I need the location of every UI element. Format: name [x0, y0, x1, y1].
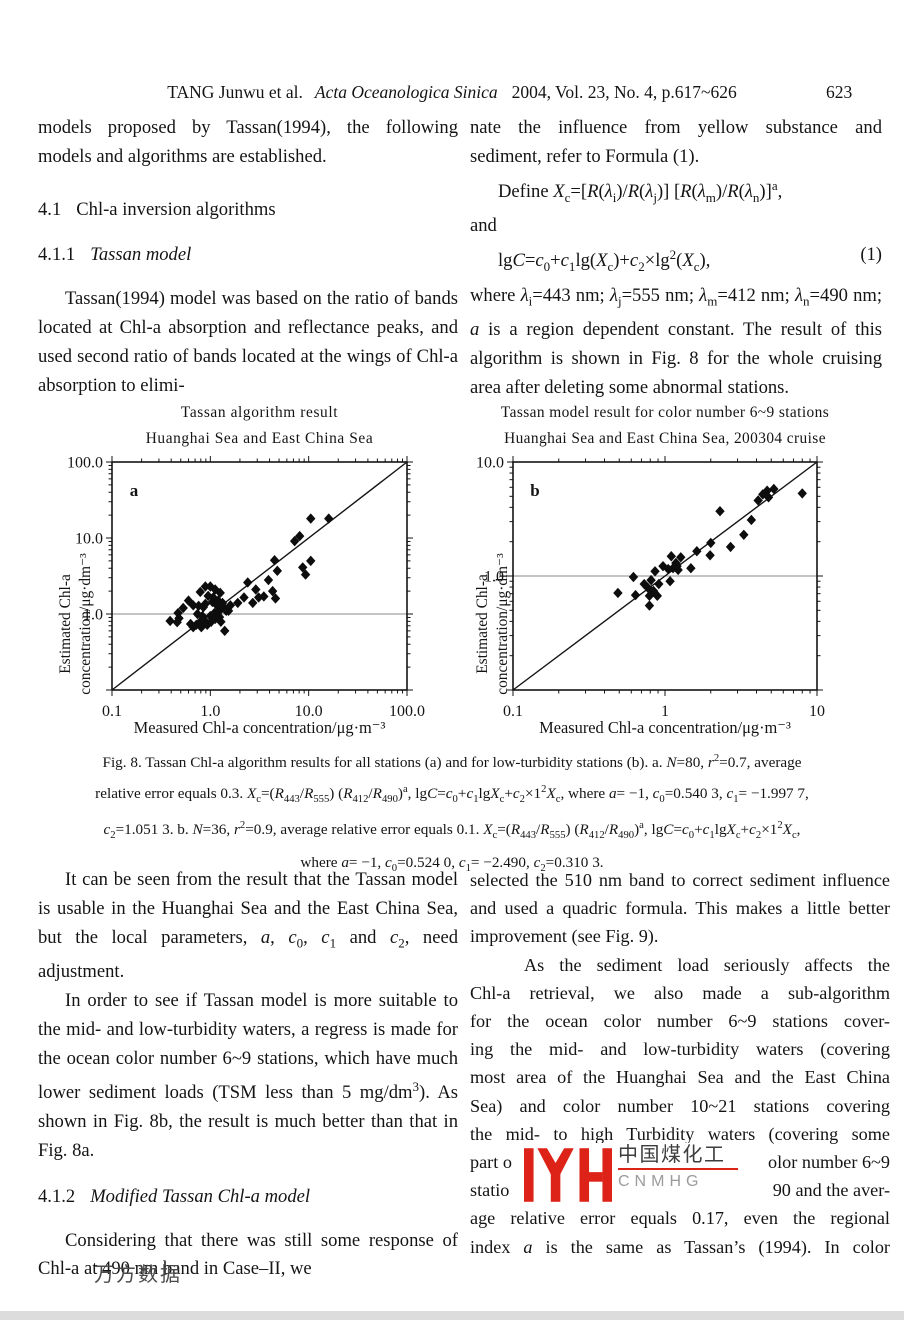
svg-text:1.0: 1.0 — [484, 569, 504, 586]
text-line: part o olor number 6~9 — [470, 1148, 890, 1176]
svg-text:100.0: 100.0 — [67, 455, 103, 472]
paragraph: where λi=443 nm; λj=555 nm; λm=412 nm; λ… — [470, 284, 882, 398]
svg-text:100.0: 100.0 — [389, 703, 425, 720]
svg-text:1.0: 1.0 — [200, 703, 220, 720]
watermark-chinese: 中国煤化工 — [618, 1144, 726, 1166]
svg-text:b: b — [530, 481, 539, 500]
svg-text:10: 10 — [809, 703, 825, 720]
text-line: statio 90 and the aver- — [470, 1176, 890, 1204]
svg-text:10.0: 10.0 — [75, 531, 103, 548]
text-line: Sea) and color number 10~21 stations cov… — [470, 1095, 890, 1116]
plot-b-title-line2: Huanghai Sea and East China Sea, 200304 … — [504, 430, 826, 447]
left-column-top: models proposed by Tassan(1994), the fol… — [38, 114, 458, 400]
svg-text:0.1: 0.1 — [503, 703, 523, 720]
scatter-plot-b: 0.1 1 10 1.0 10.0 b — [476, 455, 825, 721]
paragraph: It can be seen from the result that the … — [38, 869, 458, 983]
paragraph: Considering that there was still some re… — [38, 1229, 458, 1280]
caption-line: Fig. 8. Tassan Chl-a algorithm results f… — [102, 753, 802, 772]
text-line: Chl-a retrieval, we also made a sub-algo… — [470, 982, 890, 1003]
paragraph: selected the 510 nm band to correct sedi… — [470, 870, 890, 947]
formula-1: lgC=c0+c1lg(Xc)+c2×lg2(Xc), (1) — [470, 241, 882, 282]
watermark-logo-icon — [524, 1148, 612, 1202]
right-column-top: nate the influence from yellow substance… — [470, 114, 882, 403]
running-head-issue: 2004, Vol. 23, No. 4, p.617~626 — [511, 82, 737, 102]
section-title: Modified Tassan Chl-a model — [90, 1185, 311, 1207]
running-head-author: TANG Junwu et al. — [167, 82, 303, 102]
paragraph: models proposed by Tassan(1994), the fol… — [38, 117, 458, 167]
svg-text:a: a — [130, 481, 139, 500]
caption-line: relative error equals 0.3. Xc=(R443/R555… — [95, 783, 809, 805]
formula-body: lgC=c0+c1lg(Xc)+c2×lg2(Xc), — [498, 247, 711, 274]
watermark-text: 中国煤化工 CNMHG — [618, 1143, 738, 1192]
text-line: index a is the same as Tassan’s (1994). … — [470, 1236, 890, 1257]
section-heading-4-1: 4.1 Chl-a inversion algorithms — [38, 196, 458, 225]
text-line: age relative error equals 0.17, even the… — [470, 1208, 890, 1229]
figure-caption: Fig. 8. Tassan Chl-a algorithm results f… — [40, 746, 864, 882]
text-line: the mid- to high Turbidity waters (cover… — [470, 1123, 890, 1144]
paragraph: Tassan(1994) model was based on the rati… — [38, 288, 458, 396]
plot-b-xlabel: Measured Chl-a concentration/μg·m⁻³ — [539, 718, 791, 737]
wanfang-data-mark: 万方数据 — [94, 1264, 182, 1286]
figure-8b: Tassan model result for color number 6~9… — [468, 400, 848, 748]
watermark-rule — [618, 1168, 738, 1170]
text-fragment-right: olor number 6~9 — [768, 1152, 890, 1173]
watermark: 中国煤化工 CNMHG — [522, 1143, 740, 1207]
running-head: TANG Junwu et al. Acta Oceanologica Sinic… — [0, 82, 904, 103]
svg-text:1: 1 — [661, 703, 669, 720]
formula-number: (1) — [860, 244, 882, 266]
plot-a-xlabel: Measured Chl-a concentration/μg·m⁻³ — [133, 718, 386, 737]
figure-8a: Tassan algorithm result Huanghai Sea and… — [57, 400, 426, 748]
plot-a-title: Tassan algorithm result Huanghai Sea and… — [102, 400, 417, 452]
running-head-journal: Acta Oceanologica Sinica — [314, 82, 498, 102]
plot-b-title-line1: Tassan model result for color number 6~9… — [500, 404, 830, 421]
paragraph-lines: As the sediment load seriously affects t… — [470, 951, 890, 1261]
svg-text:10.0: 10.0 — [476, 455, 504, 472]
section-number: 4.1 — [38, 198, 62, 220]
page-bottom-strip — [0, 1311, 904, 1320]
svg-text:0.1: 0.1 — [102, 703, 122, 720]
text-fragment-right: 90 and the aver- — [772, 1180, 890, 1201]
section-title: Chl-a inversion algorithms — [76, 198, 276, 220]
section-heading-4-1-1: 4.1.1 Tassan model — [38, 241, 458, 270]
formula-define: Define Xc=[R(λi)/R(λj)] [R(λm)/R(λn)]a, — [498, 177, 783, 205]
section-heading-4-1-2: 4.1.2 Modified Tassan Chl-a model — [38, 1183, 458, 1212]
plot-a-title-line2: Huanghai Sea and East China Sea — [145, 430, 374, 447]
section-number: 4.1.2 — [38, 1185, 76, 1207]
page-number: 623 — [826, 82, 853, 102]
text-fragment-left: statio — [470, 1180, 510, 1201]
section-number: 4.1.1 — [38, 244, 76, 266]
watermark-latin: CNMHG — [618, 1173, 704, 1190]
caption-line: c2=1.051 3. b. N=36, r2=0.9, average rel… — [103, 820, 801, 842]
plot-b-title: Tassan model result for color number 6~9… — [480, 400, 850, 452]
svg-text:1.0: 1.0 — [83, 607, 103, 624]
text-line: for the ocean color number 6~9 stations … — [470, 1011, 890, 1032]
paragraph: In order to see if Tassan model is more … — [38, 989, 458, 1162]
section-title: Tassan model — [90, 244, 192, 266]
scatter-plot-a: 0.1 1.0 10.0 100.0 1.0 10.0 100.0 a — [67, 455, 425, 721]
formula-connector: and — [470, 215, 497, 237]
text-line: most area of the Huanghai Sea and the Ea… — [470, 1067, 890, 1088]
text-line: As the sediment load seriously affects t… — [524, 954, 890, 975]
left-column-bottom: It can be seen from the result that the … — [38, 866, 458, 1284]
paragraph: nate the influence from yellow substance… — [470, 117, 882, 167]
svg-text:10.0: 10.0 — [295, 703, 323, 720]
text-line: ing the mid- and low-turbidity waters (c… — [470, 1039, 890, 1060]
right-column-bottom: selected the 510 nm band to correct sedi… — [470, 866, 890, 1261]
caption-line: where a= −1, c0=0.524 0, c1= −2.490, c2=… — [300, 853, 604, 874]
plot-a-title-line1: Tassan algorithm result — [180, 404, 339, 421]
text-fragment-left: part o — [470, 1152, 512, 1173]
